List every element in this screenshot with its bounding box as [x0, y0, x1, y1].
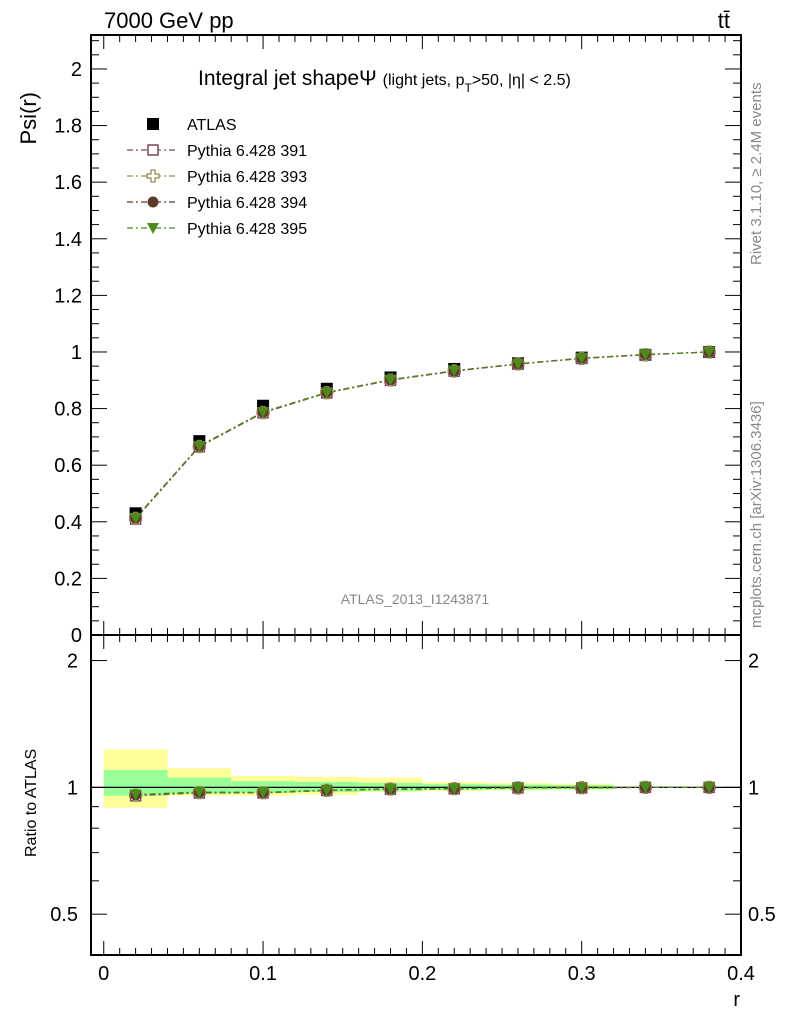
- ratio-data-point: [639, 782, 652, 794]
- legend-marker: [147, 144, 159, 156]
- x-tick-label: 0.4: [727, 963, 755, 985]
- y-tick-label: 0.6: [54, 455, 82, 477]
- title-main: Integral jet shape: [198, 67, 359, 90]
- data-point: [129, 512, 142, 524]
- title-detail-a: (light jets, p: [383, 72, 465, 89]
- mcplots-label: mcplots.cern.ch [arXiv:1306.3436]: [748, 401, 765, 628]
- main-panel-content: [128, 345, 716, 526]
- series-line: [135, 351, 710, 520]
- title-symbol: Ψ: [359, 67, 377, 90]
- ratio-series-line: [135, 786, 710, 796]
- legend-label: ATLAS: [187, 117, 237, 134]
- ratio-data-point: [511, 782, 524, 794]
- ratio-data-point: [129, 789, 142, 801]
- legend-marker: [147, 118, 159, 130]
- x-tick-label: 0.2: [408, 963, 436, 985]
- data-point: [575, 353, 588, 365]
- ratio-data-point: [575, 782, 588, 794]
- x-axis-label: r: [733, 989, 740, 1011]
- series-line: [135, 351, 710, 519]
- data-point: [193, 440, 206, 452]
- data-point: [384, 374, 397, 386]
- legend-label: Pythia 6.428 391: [187, 143, 307, 160]
- y-tick-label: 1: [71, 342, 82, 364]
- main-ylabel: Psi(r): [16, 92, 41, 145]
- ratio-y-tick-label: 1: [67, 777, 78, 799]
- ratio-y-tick-label-right: 0.5: [748, 904, 776, 926]
- x-tick-label: 0: [98, 963, 109, 985]
- ratio-panel-content: [91, 780, 741, 802]
- y-tick-label: 0.4: [54, 512, 82, 534]
- ratio-y-tick-label-right: 2: [748, 651, 759, 673]
- y-tick-label: 1.8: [54, 116, 82, 138]
- legend-marker: [146, 169, 160, 183]
- data-point: [257, 406, 270, 418]
- legend-label: Pythia 6.428 395: [187, 221, 307, 238]
- data-point: [448, 365, 461, 377]
- title-detail-b: >50, |η| < 2.5): [472, 72, 571, 89]
- process-label: tt̄: [718, 8, 730, 33]
- ratio-y-tick-label: 0.5: [50, 904, 78, 926]
- x-tick-label: 0.3: [568, 963, 596, 985]
- ratio-uncertainty-bands: [103, 749, 614, 808]
- y-tick-label: 2: [71, 59, 82, 81]
- ratio-data-point: [257, 787, 270, 799]
- legend-marker: [147, 223, 159, 234]
- y-tick-label: 1.6: [54, 172, 82, 194]
- data-point: [639, 349, 652, 361]
- legend-label: Pythia 6.428 394: [187, 195, 307, 212]
- title-detail-sub: T: [464, 81, 472, 95]
- ratio-ylabel: Ratio to ATLAS: [23, 749, 40, 857]
- y-tick-label: 0.8: [54, 399, 82, 421]
- data-point: [320, 387, 333, 399]
- y-tick-label: 1.2: [54, 285, 82, 307]
- energy-label: 7000 GeV pp: [104, 8, 234, 33]
- legend-marker: [147, 196, 159, 208]
- ratio-data-point: [320, 785, 333, 797]
- rivet-label: Rivet 3.1.10, ≥ 2.4M events: [748, 83, 765, 266]
- x-tick-label: 0.1: [249, 963, 277, 985]
- y-tick-label: 1.4: [54, 229, 82, 251]
- ratio-data-point: [703, 782, 716, 794]
- series-line: [135, 351, 710, 519]
- ratio-data-point: [448, 783, 461, 795]
- ratio-panel-frame: [90, 634, 742, 956]
- legend-label: Pythia 6.428 393: [187, 169, 307, 186]
- ratio-y-tick-label: 2: [67, 651, 78, 673]
- ratio-data-point: [384, 783, 397, 795]
- stat-uncertainty-band: [167, 777, 232, 794]
- data-point: [511, 358, 524, 370]
- data-point: [703, 346, 716, 358]
- ratio-data-point: [193, 787, 206, 799]
- y-tick-label: 0.2: [54, 568, 82, 590]
- ratio-y-tick-label-right: 1: [748, 777, 759, 799]
- analysis-watermark: ATLAS_2013_I1243871: [341, 591, 490, 607]
- chart-title: Integral jet shapeΨ (light jets, pT>50, |…: [198, 67, 571, 95]
- axes: 0 0.1 0.2 0.3 0.4 0 0.2 0.4 0.6 0.8 1 1.2 1.4 1.6 1.8 2…: [50, 35, 776, 985]
- legend: ATLAS Pythia 6.428 391 Pythia 6.428 393 Pyt…: [127, 117, 307, 238]
- y-tick-label: 0: [71, 625, 82, 647]
